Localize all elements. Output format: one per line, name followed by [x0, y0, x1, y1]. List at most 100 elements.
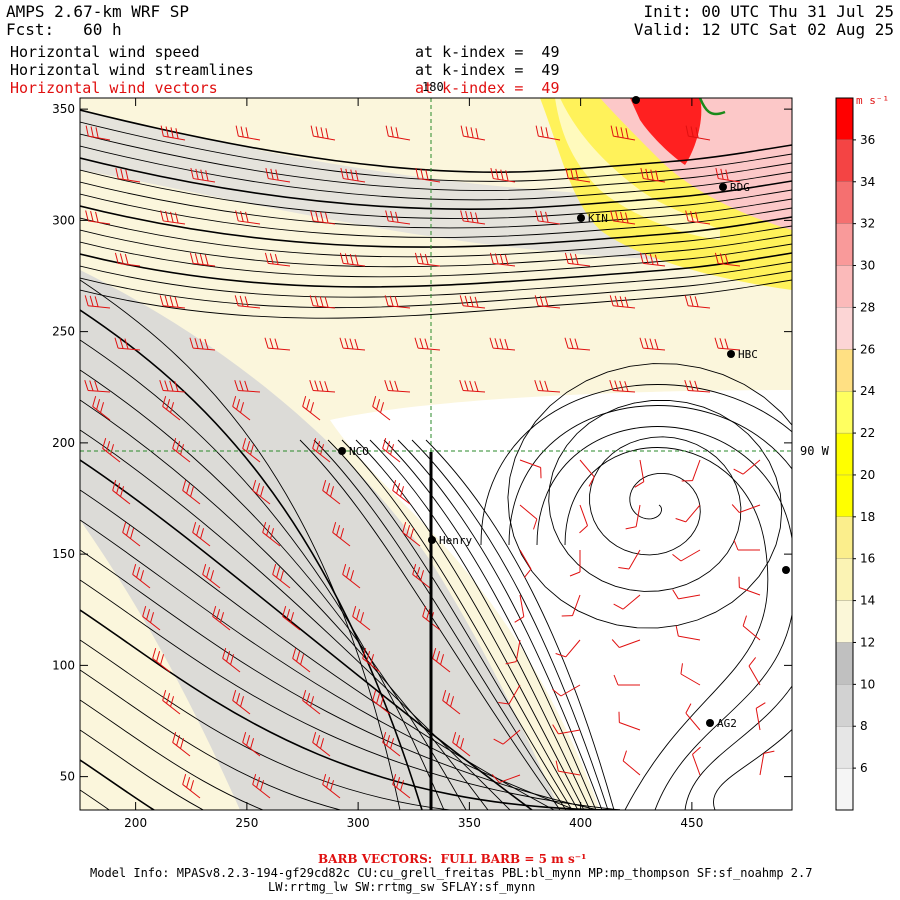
- wind-barb: [172, 437, 191, 463]
- wind-barb: [715, 167, 741, 183]
- wind-barb: [312, 437, 331, 463]
- colorbar-label: 36: [860, 133, 875, 147]
- plot-frame: [79, 97, 793, 811]
- colorbar-unit: m s⁻¹: [856, 94, 890, 107]
- colorbar-bin: [835, 432, 854, 476]
- wind-barb: [115, 167, 141, 183]
- wind-barb: [742, 615, 761, 641]
- streamline: [397, 439, 603, 810]
- wind-barb: [519, 459, 542, 479]
- wind-barb: [552, 684, 581, 697]
- wind-barb: [579, 504, 588, 534]
- y-tick-label: 250: [52, 325, 75, 339]
- wind-barb: [202, 563, 221, 589]
- station-marker-edge: [782, 566, 790, 574]
- wind-barb: [322, 479, 341, 505]
- wind-barb: [152, 647, 171, 673]
- streamline: [80, 229, 792, 268]
- wind-barb: [84, 295, 111, 309]
- wind-barb: [189, 252, 216, 267]
- wind-barb: [432, 647, 451, 673]
- wind-barb: [232, 689, 251, 715]
- wind-barb: [190, 167, 216, 183]
- streamline: [80, 270, 792, 309]
- colorbar-bin: [835, 265, 854, 308]
- wind-barb: [535, 125, 561, 141]
- streamline: [299, 439, 561, 810]
- wind-barb: [252, 479, 271, 505]
- colorbar-bin: [835, 767, 854, 811]
- wind-barb: [731, 504, 761, 513]
- station-label-hbc: HBC: [738, 348, 758, 361]
- wind-barb: [561, 594, 581, 617]
- wind-barb: [352, 605, 371, 631]
- wind-barb: [302, 689, 321, 715]
- wind-barb: [733, 459, 761, 475]
- colorbar-bin: [835, 558, 854, 601]
- colorbar-label: 6: [860, 761, 868, 775]
- streamline: [80, 241, 792, 278]
- wind-barb: [675, 625, 701, 641]
- wind-barb: [552, 724, 581, 735]
- wind-barb: [579, 459, 595, 487]
- station-label-henry: Henry: [439, 534, 472, 547]
- wind-barb: [680, 663, 701, 686]
- coastline: [698, 98, 726, 116]
- field-name-streamlines: Horizontal wind streamlines: [10, 61, 254, 79]
- streamline: [80, 193, 792, 238]
- model-info: Model Info: MPASv8.2.3-194-gf29cd82c CU:…: [90, 866, 813, 880]
- x-tick-label: 200: [124, 816, 147, 830]
- colorbar-bin: [835, 307, 854, 350]
- wind-barb: [685, 703, 701, 731]
- meridian-label: 180: [422, 80, 444, 94]
- colorbar-label: 30: [860, 259, 875, 273]
- wind-barb: [738, 576, 761, 596]
- wind-barbs: [84, 125, 775, 799]
- wind-barb: [142, 605, 161, 631]
- wind-barb: [609, 380, 636, 393]
- streamline: [313, 439, 567, 810]
- station-label-rdg: RDG: [730, 181, 750, 194]
- wind-barb: [302, 395, 321, 421]
- wind-barb: [159, 295, 186, 309]
- wind-barb: [519, 504, 538, 530]
- streamline: [80, 759, 620, 810]
- forecast-hour: Fcst: 60 h: [6, 20, 122, 39]
- wind-barb: [339, 252, 366, 267]
- speed-shading-white-strip: [555, 98, 720, 240]
- streamline: [425, 439, 615, 810]
- x-tick-label: 300: [347, 816, 370, 830]
- wind-barb: [415, 167, 441, 183]
- streamline: [80, 181, 792, 229]
- streamline: [80, 609, 621, 810]
- wind-barb: [640, 167, 666, 183]
- wind-barb: [535, 210, 561, 225]
- wind-barb: [755, 702, 766, 731]
- wind-barb: [565, 167, 591, 183]
- colorbar-label: 32: [860, 217, 875, 231]
- wind-barb: [372, 689, 391, 715]
- wind-barb: [339, 337, 366, 351]
- wind-barb: [625, 504, 641, 530]
- colorbar-bin: [835, 181, 854, 224]
- station-marker-rdg: [719, 183, 727, 191]
- colorbar-label: 34: [860, 175, 875, 189]
- wind-barb: [505, 639, 521, 665]
- wind-barb: [382, 731, 401, 757]
- wind-barb: [639, 337, 666, 351]
- streamline: [411, 439, 609, 810]
- wind-barb: [272, 563, 291, 589]
- streamline: [383, 439, 597, 810]
- barb-legend: BARB VECTORS: FULL BARB = 5 m s⁻¹: [318, 852, 587, 866]
- wind-barb: [312, 731, 331, 757]
- wind-barb: [182, 773, 201, 799]
- wind-barb: [611, 639, 641, 648]
- colorbar-label: 26: [860, 342, 875, 356]
- y-tick-label: 50: [60, 770, 75, 784]
- wind-barb: [672, 589, 701, 600]
- wind-barb: [212, 605, 231, 631]
- colorbar-bin: [835, 97, 854, 141]
- wind-barb: [392, 479, 411, 505]
- colorbar-label: 20: [860, 468, 875, 482]
